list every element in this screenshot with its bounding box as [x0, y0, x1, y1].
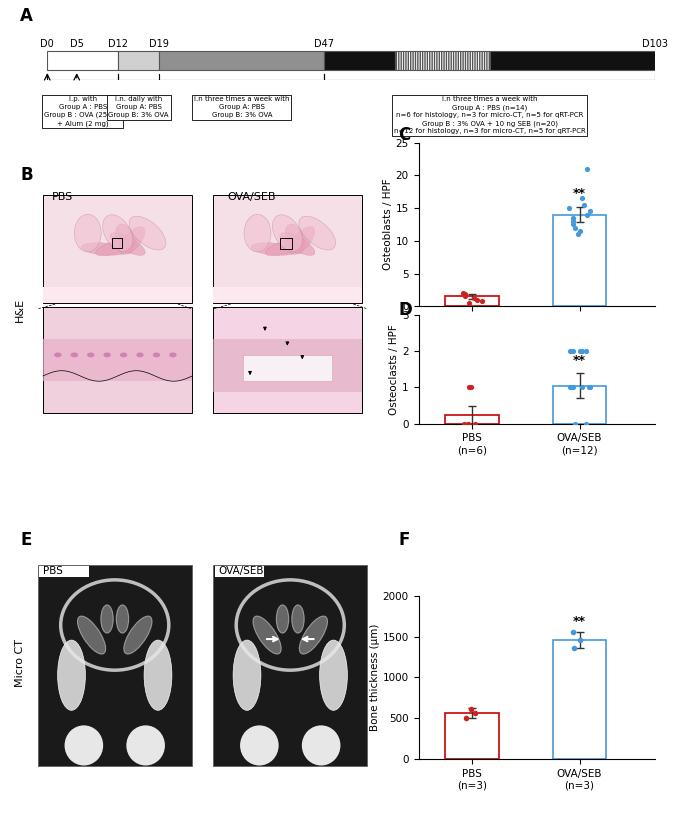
- Bar: [111, 238, 122, 248]
- Bar: [159, 51, 325, 70]
- Circle shape: [54, 352, 61, 357]
- Point: [470, 706, 481, 720]
- Bar: [242, 355, 332, 381]
- Text: i.n three times a week with
Group A : PBS (n=14)
n=6 for histology, n=3 for micr: i.n three times a week with Group A : PB…: [394, 96, 585, 134]
- Point: [469, 417, 480, 430]
- Point: [464, 381, 475, 394]
- Point: [570, 417, 580, 430]
- Text: F: F: [398, 531, 410, 550]
- Ellipse shape: [116, 605, 129, 633]
- Ellipse shape: [302, 726, 340, 765]
- Ellipse shape: [115, 224, 135, 253]
- Text: D103: D103: [642, 39, 668, 49]
- Text: PBS: PBS: [43, 566, 63, 576]
- Ellipse shape: [78, 616, 106, 654]
- Y-axis label: Osteoclasts / HPF: Osteoclasts / HPF: [389, 324, 400, 414]
- Ellipse shape: [95, 238, 136, 256]
- Bar: [280, 238, 292, 249]
- Bar: [213, 565, 367, 765]
- Point: [570, 221, 580, 234]
- Point: [584, 381, 595, 394]
- Bar: [215, 565, 264, 577]
- Point: [578, 198, 589, 211]
- Point: [576, 381, 587, 394]
- Ellipse shape: [244, 214, 271, 252]
- Bar: [446, 414, 499, 424]
- Point: [574, 344, 585, 357]
- Ellipse shape: [65, 726, 103, 765]
- Circle shape: [136, 352, 144, 357]
- Ellipse shape: [110, 232, 145, 255]
- Point: [568, 218, 578, 232]
- Ellipse shape: [253, 616, 281, 654]
- Point: [459, 417, 470, 430]
- Point: [567, 381, 578, 394]
- Ellipse shape: [129, 216, 166, 250]
- Circle shape: [71, 352, 78, 357]
- Text: D0: D0: [40, 39, 54, 49]
- Text: PBS: PBS: [51, 192, 73, 201]
- Ellipse shape: [299, 216, 335, 250]
- Text: D: D: [398, 300, 412, 319]
- Point: [574, 633, 585, 647]
- Bar: [43, 287, 192, 303]
- Point: [585, 205, 595, 218]
- Y-axis label: Osteoblasts / HPF: Osteoblasts / HPF: [383, 179, 393, 270]
- Ellipse shape: [126, 726, 165, 765]
- Ellipse shape: [319, 640, 348, 711]
- Text: i.n three times a week with
Group A: PBS
Group B: 3% OVA: i.n three times a week with Group A: PBS…: [194, 96, 290, 117]
- Bar: [213, 287, 362, 303]
- Ellipse shape: [280, 232, 315, 255]
- Point: [584, 381, 595, 394]
- Point: [460, 288, 470, 301]
- Point: [565, 381, 576, 394]
- Point: [576, 191, 587, 205]
- Ellipse shape: [289, 227, 315, 254]
- Point: [462, 417, 473, 430]
- Text: OVA/SEB: OVA/SEB: [227, 192, 275, 201]
- Text: E: E: [20, 531, 32, 550]
- Ellipse shape: [292, 605, 304, 633]
- Point: [461, 711, 472, 724]
- Text: B: B: [20, 166, 33, 185]
- Ellipse shape: [103, 215, 132, 252]
- Circle shape: [87, 352, 95, 357]
- Ellipse shape: [101, 605, 113, 633]
- Ellipse shape: [74, 214, 101, 252]
- Bar: [553, 640, 606, 759]
- Point: [568, 641, 579, 654]
- Text: D12: D12: [108, 39, 128, 49]
- Circle shape: [169, 352, 177, 357]
- Y-axis label: Bone thickness (μm): Bone thickness (μm): [370, 624, 380, 731]
- Bar: [446, 296, 499, 306]
- Text: Micro CT: Micro CT: [15, 638, 25, 687]
- Text: H&E: H&E: [15, 299, 25, 322]
- Text: i.n. daily with
Group A: PBS
Group B: 3% OVA: i.n. daily with Group A: PBS Group B: 3%…: [109, 96, 169, 117]
- Ellipse shape: [265, 238, 306, 256]
- Point: [576, 344, 587, 357]
- Bar: [213, 195, 362, 303]
- Point: [568, 211, 578, 225]
- Bar: [446, 712, 499, 759]
- Point: [462, 417, 473, 430]
- Bar: [47, 51, 118, 70]
- Point: [564, 344, 575, 357]
- Text: **: **: [573, 354, 586, 367]
- Ellipse shape: [273, 215, 302, 252]
- Point: [457, 286, 468, 300]
- Bar: [489, 51, 655, 70]
- Circle shape: [103, 352, 111, 357]
- Bar: [213, 339, 362, 392]
- Point: [466, 703, 477, 717]
- Circle shape: [120, 352, 128, 357]
- Ellipse shape: [251, 242, 296, 255]
- Point: [469, 292, 480, 305]
- Point: [568, 344, 578, 357]
- Text: **: **: [573, 187, 586, 200]
- Text: **: **: [573, 615, 586, 628]
- Point: [574, 224, 585, 237]
- Point: [460, 289, 470, 303]
- Point: [568, 215, 578, 228]
- Text: C: C: [398, 126, 410, 144]
- Point: [472, 293, 483, 306]
